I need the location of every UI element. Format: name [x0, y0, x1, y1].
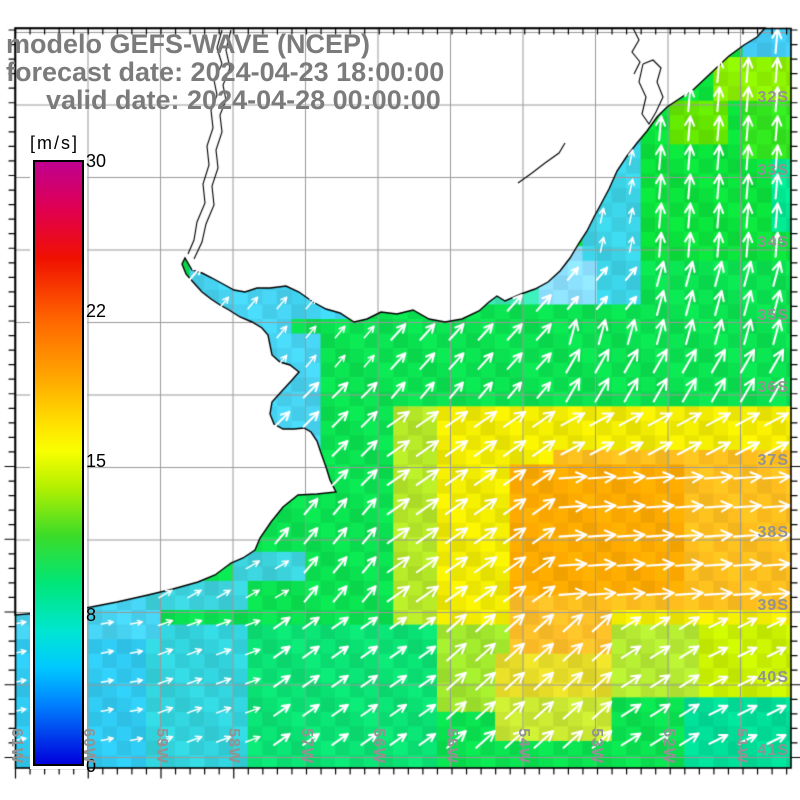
- lon-label-56W: 56W: [370, 728, 387, 764]
- wind-speed-colorbar: [33, 160, 84, 766]
- lon-label-57W: 57W: [297, 728, 315, 764]
- colorbar-unit-label: [m/s]: [30, 133, 79, 153]
- forecast-date-line: forecast date: 2024-04-23 18:00:00: [6, 57, 445, 87]
- lon-label-51W: 51W: [732, 728, 750, 764]
- lon-label-54W: 54W: [515, 728, 532, 764]
- lat-label-38S: 38S: [757, 524, 789, 541]
- colorbar-tick-30: 30: [86, 151, 107, 171]
- lat-label-36S: 36S: [757, 379, 789, 396]
- lat-label-37S: 37S: [757, 451, 789, 469]
- lat-label-35S: 35S: [757, 306, 789, 324]
- valid-date-line: valid date: 2024-04-28 00:00:00: [46, 85, 441, 115]
- lat-label-39S: 39S: [757, 596, 789, 614]
- colorbar-tick-0: 0: [86, 756, 97, 776]
- lon-label-53W: 53W: [587, 728, 605, 764]
- lat-label-32S: 32S: [757, 89, 789, 106]
- lat-label-41S: 41S: [757, 741, 789, 759]
- lon-label-52W: 52W: [660, 728, 677, 764]
- lat-label-33S: 33S: [757, 161, 789, 179]
- lon-label-60W: 60W: [80, 728, 97, 764]
- model-title: modelo GEFS-WAVE (NCEP): [6, 29, 371, 59]
- lon-label-55W: 55W: [442, 728, 460, 764]
- lon-label-61W: 61W: [7, 728, 25, 764]
- lat-label-34S: 34S: [757, 234, 789, 251]
- lon-label-58W: 58W: [225, 728, 242, 764]
- colorbar-tick-15: 15: [86, 451, 107, 471]
- lat-label-40S: 40S: [757, 669, 789, 686]
- lon-label-59W: 59W: [152, 728, 170, 764]
- colorbar-tick-8: 8: [86, 605, 97, 625]
- colorbar-tick-22: 22: [86, 301, 107, 321]
